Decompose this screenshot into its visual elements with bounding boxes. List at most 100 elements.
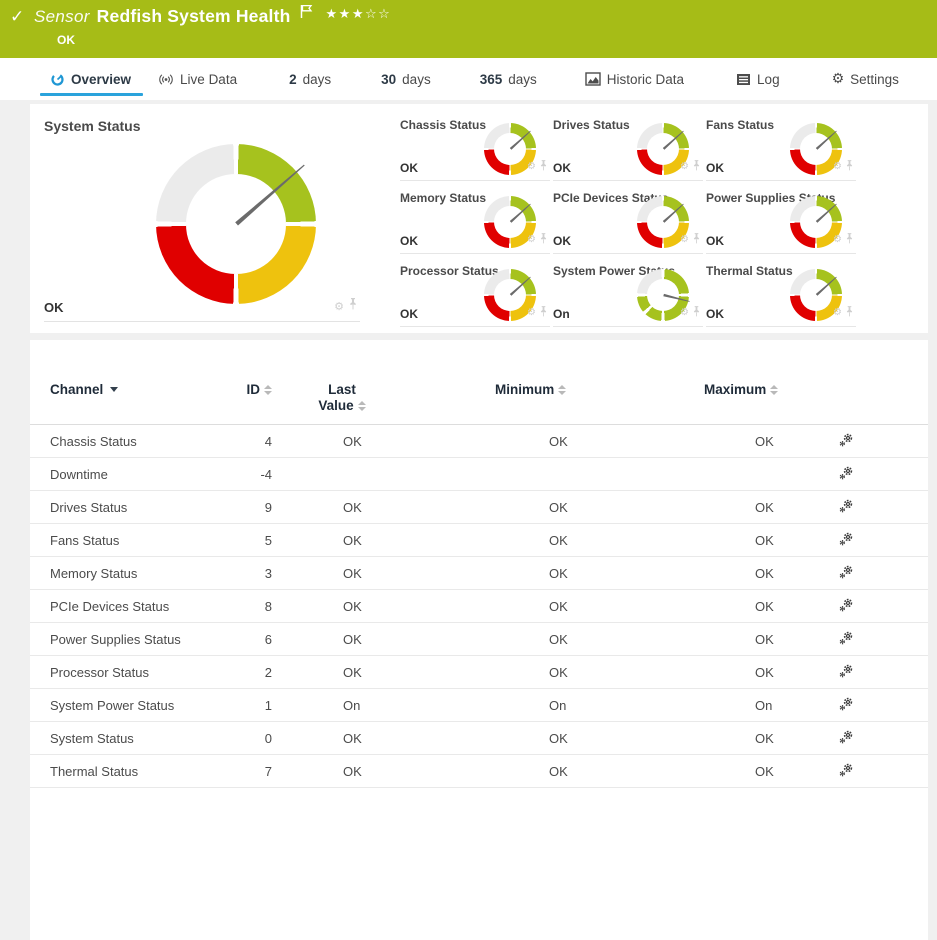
cell-channel[interactable]: Drives Status: [50, 499, 128, 515]
tab-historic-data[interactable]: Historic Data: [585, 58, 684, 100]
tile-gear-icon[interactable]: ⚙: [680, 161, 689, 172]
table-row[interactable]: System Power Status 1 On On On: [30, 689, 928, 723]
table-body: Chassis Status 4 OK OK OK Downtime -4: [30, 425, 928, 789]
cell-channel[interactable]: PCIe Devices Status: [50, 598, 170, 614]
cell-last-value: OK: [343, 499, 362, 515]
table-row[interactable]: PCIe Devices Status 8 OK OK OK: [30, 590, 928, 624]
channel-settings-gears-icon[interactable]: [838, 498, 854, 517]
tile-value: OK: [706, 161, 724, 175]
channel-settings-gears-icon[interactable]: [838, 531, 854, 550]
flag-icon[interactable]: [300, 4, 313, 24]
tab-log[interactable]: Log: [736, 58, 780, 100]
tile-gear-icon[interactable]: ⚙: [833, 307, 842, 318]
tile-title: Memory Status: [400, 191, 487, 205]
column-header-last-value[interactable]: Last Value: [272, 382, 412, 414]
pin-icon[interactable]: [845, 158, 854, 176]
channel-gauge-tile: Memory Status OK ⚙: [400, 187, 550, 254]
channel-settings-gears-icon[interactable]: [838, 762, 854, 781]
tab-2-days[interactable]: 2 days: [289, 71, 332, 87]
gauge-needle: [663, 294, 690, 303]
table-row[interactable]: Power Supplies Status 6 OK OK OK: [30, 623, 928, 657]
channel-settings-gears-icon[interactable]: [838, 465, 854, 484]
tile-value: OK: [553, 234, 571, 248]
column-header-channel[interactable]: Channel: [50, 382, 250, 397]
tile-title: Chassis Status: [400, 118, 487, 132]
channel-gauge: [790, 123, 842, 175]
tile-value: OK: [706, 234, 724, 248]
pin-icon[interactable]: [845, 231, 854, 249]
column-header-id[interactable]: ID: [247, 382, 272, 397]
pin-icon[interactable]: [539, 158, 548, 176]
tab-overview[interactable]: Overview: [39, 58, 144, 100]
channel-settings-gears-icon[interactable]: [838, 432, 854, 451]
channel-settings-gears-icon[interactable]: [838, 597, 854, 616]
channel-gauge-tile: Fans Status OK ⚙: [706, 114, 856, 181]
live-icon: [158, 72, 174, 87]
pin-icon[interactable]: [692, 304, 701, 322]
gauge-needle: [509, 130, 531, 150]
cell-channel[interactable]: Downtime: [50, 466, 108, 482]
pin-icon[interactable]: [348, 297, 358, 315]
tile-title: System Status: [44, 118, 141, 134]
cell-minimum: OK: [549, 763, 568, 779]
tile-gear-icon[interactable]: ⚙: [680, 234, 689, 245]
pin-icon[interactable]: [845, 304, 854, 322]
table-row[interactable]: Fans Status 5 OK OK OK: [30, 524, 928, 558]
cell-last-value: OK: [343, 763, 362, 779]
channel-gauge: [637, 123, 689, 175]
cell-maximum: OK: [755, 433, 774, 449]
tab-settings[interactable]: ⚙ Settings: [831, 71, 899, 87]
tile-gear-icon[interactable]: ⚙: [833, 234, 842, 245]
tab-live-data[interactable]: Live Data: [158, 58, 237, 100]
tab-30-days[interactable]: 30 days: [381, 71, 431, 87]
gauge-needle: [509, 276, 531, 296]
cell-channel[interactable]: Thermal Status: [50, 763, 139, 779]
tab-365-days[interactable]: 365 days: [479, 71, 537, 87]
table-row[interactable]: Thermal Status 7 OK OK OK: [30, 755, 928, 789]
cell-last-value: OK: [343, 730, 362, 746]
channel-settings-gears-icon[interactable]: [838, 663, 854, 682]
cell-channel[interactable]: System Status: [50, 730, 134, 746]
table-row[interactable]: System Status 0 OK OK OK: [30, 722, 928, 756]
cell-id: 7: [264, 763, 272, 779]
tile-gear-icon[interactable]: ⚙: [833, 161, 842, 172]
pin-icon[interactable]: [692, 158, 701, 176]
tile-gear-icon[interactable]: ⚙: [527, 307, 536, 318]
tile-gear-icon[interactable]: ⚙: [527, 234, 536, 245]
gauge-needle: [815, 203, 837, 223]
table-row[interactable]: Drives Status 9 OK OK OK: [30, 491, 928, 525]
cell-id: 0: [264, 730, 272, 746]
column-header-minimum[interactable]: Minimum: [488, 382, 704, 397]
channel-gauge: [484, 123, 536, 175]
cell-channel[interactable]: Chassis Status: [50, 433, 137, 449]
cell-channel[interactable]: Memory Status: [50, 565, 138, 581]
cell-channel[interactable]: Fans Status: [50, 532, 120, 548]
tile-gear-icon[interactable]: ⚙: [680, 307, 689, 318]
object-kind-label: Sensor: [34, 6, 90, 26]
table-row[interactable]: Memory Status 3 OK OK OK: [30, 557, 928, 591]
priority-stars[interactable]: ★★★☆☆: [325, 7, 392, 22]
cell-minimum: On: [549, 697, 567, 713]
tile-title: System Power Status: [553, 264, 676, 278]
cell-channel[interactable]: Processor Status: [50, 664, 149, 680]
tile-gear-icon[interactable]: ⚙: [334, 299, 344, 313]
tile-gear-icon[interactable]: ⚙: [527, 161, 536, 172]
pin-icon[interactable]: [539, 304, 548, 322]
table-row[interactable]: Chassis Status 4 OK OK OK: [30, 425, 928, 459]
cell-maximum: OK: [755, 763, 774, 779]
cell-channel[interactable]: Power Supplies Status: [50, 631, 181, 647]
channel-gauge-tile: PCIe Devices Status OK ⚙: [553, 187, 703, 254]
column-header-maximum[interactable]: Maximum: [704, 382, 838, 397]
channel-settings-gears-icon[interactable]: [838, 696, 854, 715]
channel-settings-gears-icon[interactable]: [838, 630, 854, 649]
channel-settings-gears-icon[interactable]: [838, 729, 854, 748]
gauge-needle: [509, 203, 531, 223]
cell-channel[interactable]: System Power Status: [50, 697, 175, 713]
sort-desc-icon: [110, 387, 119, 392]
pin-icon[interactable]: [539, 231, 548, 249]
channel-settings-gears-icon[interactable]: [838, 564, 854, 583]
pin-icon[interactable]: [692, 231, 701, 249]
cell-last-value: OK: [343, 631, 362, 647]
table-row[interactable]: Downtime -4: [30, 458, 928, 492]
table-row[interactable]: Processor Status 2 OK OK OK: [30, 656, 928, 690]
